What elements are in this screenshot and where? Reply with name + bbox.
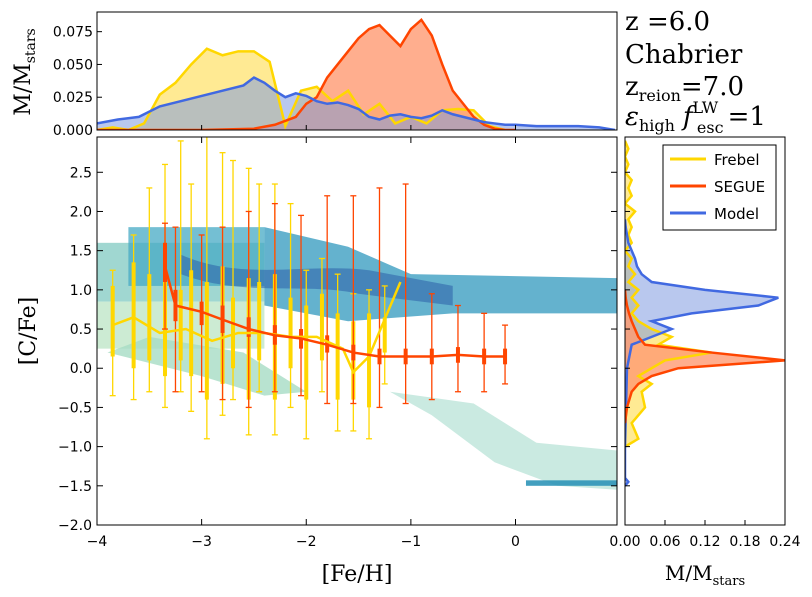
main-x-tick-label: 0 [511, 534, 520, 550]
f-value: =1 [728, 102, 766, 132]
frebel-errorbar [366, 289, 373, 440]
right-fill-model [625, 219, 779, 486]
right-line-segue [625, 289, 785, 424]
main-x-tick-label: −1 [401, 534, 422, 550]
annotation-efficiency: εhigh fLW esc =1 [625, 98, 766, 137]
top-fill-segue [97, 19, 516, 130]
annotation-redshift: z =6.0 [625, 7, 710, 37]
main-data-marks [109, 137, 509, 440]
frebel-errorbar [334, 273, 341, 432]
top-y-tick-label: 0.075 [53, 25, 93, 41]
top-y-ticks: 0.000 0.025 0.050 0.075 [53, 25, 517, 139]
top-y-tick-label: 0.025 [53, 90, 93, 106]
frebel-errorbar [381, 285, 388, 385]
main-y-tick-label: −1.5 [58, 479, 92, 495]
zreion-sub: reion [639, 86, 681, 105]
frebel-errorbar [109, 269, 116, 397]
segue-errorbar [454, 304, 461, 393]
top-histogram-lines [97, 17, 616, 130]
main-y-tick-label: 1.0 [70, 283, 92, 299]
right-line-frebel [625, 140, 712, 448]
top-histogram-fills [97, 19, 615, 130]
main-y-ticks: −2.0 −1.5 −1.0 −0.5 0.0 0.5 1.0 1.5 2.0 2.5 [58, 165, 617, 534]
main-y-tick-label: −1.0 [58, 440, 92, 456]
legend: Frebel SEGUE Model [662, 144, 777, 231]
top-histogram-panel: 0.000 0.025 0.050 0.075 M/Mstars [11, 11, 618, 139]
parameter-annotations: z =6.0 Chabrier zreion=7.0 εhigh fLW esc =1 [625, 7, 766, 137]
eps-main: ε [625, 102, 639, 132]
right-x-ticks: 0.00 0.06 0.12 0.18 0.24 [609, 171, 801, 550]
frebel-errorbar [318, 257, 325, 393]
right-x-tick-label: 0.00 [609, 534, 640, 550]
segue-errorbar [481, 312, 488, 393]
top-line-segue [97, 17, 516, 130]
annotation-zreion: zreion=7.0 [625, 72, 744, 105]
top-line-model [97, 76, 616, 130]
main-panel: −4 −3 −2 −1 0 −2.0 −1.5 −1.0 −0.5 0.0 0.5 1.0 1.5 2.… [16, 136, 618, 587]
legend-label-segue: SEGUE [714, 178, 765, 196]
frebel-errorbar [177, 140, 184, 393]
frebel-errorbar [230, 159, 237, 401]
main-x-axis-label: [Fe/H] [322, 562, 393, 587]
right-x-axis-label: M/Mstars [665, 561, 745, 589]
top-line-frebel [97, 47, 506, 130]
legend-label-model: Model [714, 205, 759, 223]
main-x-tick-label: −2 [296, 534, 317, 550]
segue-median-line [163, 266, 506, 358]
main-y-tick-label: 1.5 [70, 244, 92, 260]
main-y-tick-label: 0.0 [70, 361, 92, 377]
cloud-band-right-core [264, 227, 617, 322]
right-histogram-panel: 0.00 0.06 0.12 0.18 0.24 M/Mstars Frebel SEG… [609, 136, 801, 589]
frebel-errorbar [203, 137, 210, 440]
right-xlabel-main: M/M [665, 561, 713, 585]
zreion-value: =7.0 [681, 72, 744, 102]
main-y-tick-label: 2.5 [70, 165, 92, 181]
top-y-tick-label: 0.050 [53, 57, 93, 73]
top-y-axis-label: M/Mstars [11, 28, 39, 116]
main-y-tick-label: 0.5 [70, 322, 92, 338]
f-sub: esc [697, 118, 724, 137]
right-fill-segue [625, 289, 785, 424]
segue-errorbar [502, 324, 509, 385]
legend-label-frebel: Frebel [714, 151, 760, 169]
cloud-floor-streak [525, 480, 617, 486]
frebel-errorbar [256, 183, 263, 393]
frebel-errorbar [146, 187, 153, 393]
top-ylabel-sub: stars [23, 28, 39, 63]
f-sup: LW [693, 98, 719, 117]
frebel-errorbar [303, 269, 310, 440]
frebel-errorbar [287, 202, 294, 409]
segue-errorbar [198, 234, 205, 393]
right-x-tick-label: 0.06 [649, 534, 680, 550]
main-x-tick-label: −3 [191, 534, 212, 550]
zreion-main: z [625, 72, 639, 102]
right-x-tick-label: 0.24 [769, 534, 800, 550]
top-panel-frame [96, 11, 618, 131]
right-x-tick-label: 0.18 [729, 534, 760, 550]
top-y-tick-label: 0.000 [53, 123, 93, 139]
right-x-tick-label: 0.12 [689, 534, 720, 550]
eps-sub: high [639, 116, 675, 135]
main-y-tick-label: 2.0 [70, 204, 92, 220]
annotation-imf: Chabrier [625, 40, 743, 70]
main-y-tick-label: −2.0 [58, 518, 92, 534]
main-x-ticks: −4 −3 −2 −1 0 [87, 137, 520, 550]
main-y-axis-label: [C/Fe] [16, 297, 41, 366]
frebel-errorbar [188, 183, 195, 412]
cloud-sparse-tail [389, 391, 617, 490]
main-x-tick-label: −4 [87, 534, 108, 550]
top-ylabel-main: M/M [11, 63, 36, 115]
segue-errorbar [162, 222, 169, 330]
main-panel-frame [96, 136, 618, 526]
main-y-tick-label: −0.5 [58, 400, 92, 416]
right-xlabel-sub: stars [713, 574, 746, 589]
